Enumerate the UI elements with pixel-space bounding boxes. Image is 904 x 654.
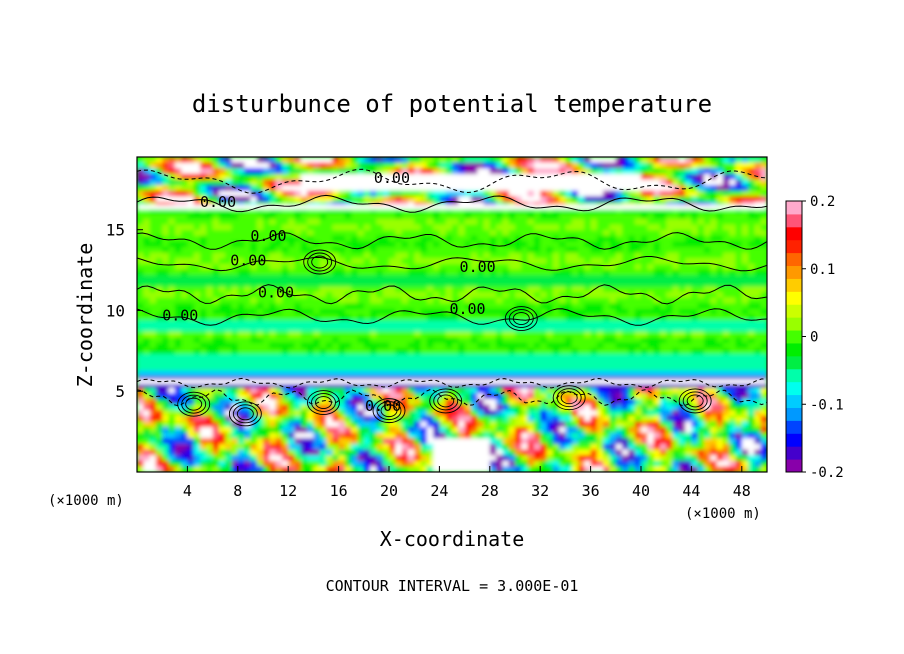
contour-label: 0.00 bbox=[250, 227, 286, 245]
colorbar-ticks: 0.2 0.1 0 -0.1 -0.2 bbox=[802, 194, 844, 481]
colorbar-swatch bbox=[786, 252, 802, 267]
colorbar-swatch bbox=[786, 459, 802, 473]
y-tick-label: 10 bbox=[106, 301, 125, 320]
contour-label: 0.00 bbox=[200, 193, 236, 211]
colorbar-swatch bbox=[786, 433, 802, 447]
y-axis: 5 10 15 bbox=[106, 221, 143, 401]
x-tick-label: 40 bbox=[632, 482, 650, 500]
colorbar-swatch bbox=[786, 317, 802, 331]
colorbar: 0.2 0.1 0 -0.1 -0.2 bbox=[785, 194, 844, 481]
x-axis: 4 8 12 16 20 24 28 32 36 40 44 48 bbox=[183, 466, 751, 500]
colorbar-tick-label: 0 bbox=[810, 330, 818, 346]
colorbar-swatch bbox=[786, 226, 802, 241]
colorbar-swatch bbox=[786, 213, 802, 228]
colorbar-swatch bbox=[786, 381, 802, 396]
colorbar-swatch bbox=[786, 278, 802, 292]
colorbar-swatch bbox=[786, 201, 802, 215]
contour-lines bbox=[137, 168, 767, 427]
colorbar-swatches bbox=[786, 201, 802, 473]
x-axis-label: X-coordinate bbox=[380, 527, 525, 551]
colorbar-swatch bbox=[786, 368, 802, 383]
contour-label: 0.00 bbox=[460, 258, 496, 276]
x-tick-label: 36 bbox=[582, 482, 600, 500]
x-unit-label-left: (×1000 m) bbox=[48, 493, 124, 509]
contour-label: 0.00 bbox=[374, 169, 410, 187]
plot-area bbox=[137, 157, 767, 472]
contour-interval-note: CONTOUR INTERVAL = 3.000E-01 bbox=[326, 577, 579, 595]
colorbar-swatch bbox=[786, 407, 802, 421]
colorbar-tick-label: -0.1 bbox=[810, 397, 844, 413]
colorbar-swatch bbox=[786, 342, 802, 357]
colorbar-swatch bbox=[786, 446, 802, 460]
y-tick-label: 5 bbox=[115, 382, 125, 401]
x-tick-label: 28 bbox=[481, 482, 499, 500]
y-axis-label: Z-coordinate bbox=[73, 243, 97, 388]
x-tick-label: 24 bbox=[430, 482, 448, 500]
chart-title: disturbunce of potential temperature bbox=[192, 90, 712, 118]
y-tick-label: 15 bbox=[106, 221, 125, 240]
x-unit-label-right: (×1000 m) bbox=[685, 506, 761, 522]
x-tick-label: 48 bbox=[733, 482, 751, 500]
x-tick-label: 12 bbox=[279, 482, 297, 500]
contour-label: 0.00 bbox=[162, 306, 198, 324]
x-tick-label: 20 bbox=[380, 482, 398, 500]
colorbar-swatch bbox=[786, 239, 802, 254]
contour-label: 0.00 bbox=[449, 300, 485, 318]
plot-frame bbox=[136, 156, 768, 473]
colorbar-tick-label: 0.1 bbox=[810, 262, 835, 278]
colorbar-swatch bbox=[786, 291, 802, 305]
contour-label: 0.00 bbox=[230, 251, 266, 269]
colorbar-swatch bbox=[786, 304, 802, 318]
contour-label: 0.00 bbox=[258, 284, 294, 302]
colorbar-swatch bbox=[786, 265, 802, 279]
colorbar-swatch bbox=[786, 355, 802, 370]
colorbar-swatch bbox=[786, 394, 802, 408]
colorbar-swatch bbox=[786, 420, 802, 434]
x-tick-label: 44 bbox=[682, 482, 700, 500]
colorbar-tick-label: 0.2 bbox=[810, 194, 835, 210]
contour-labels: 0.00 0.00 0.00 0.00 0.00 0.00 0.00 0.00 0.00 bbox=[162, 169, 495, 415]
x-tick-label: 4 bbox=[183, 482, 192, 500]
x-tick-label: 8 bbox=[233, 482, 242, 500]
colorbar-tick-label: -0.2 bbox=[810, 465, 844, 481]
colorbar-swatch bbox=[786, 330, 802, 344]
contour-label: 0.00 bbox=[365, 397, 401, 415]
x-tick-label: 32 bbox=[531, 482, 549, 500]
x-tick-label: 16 bbox=[330, 482, 348, 500]
